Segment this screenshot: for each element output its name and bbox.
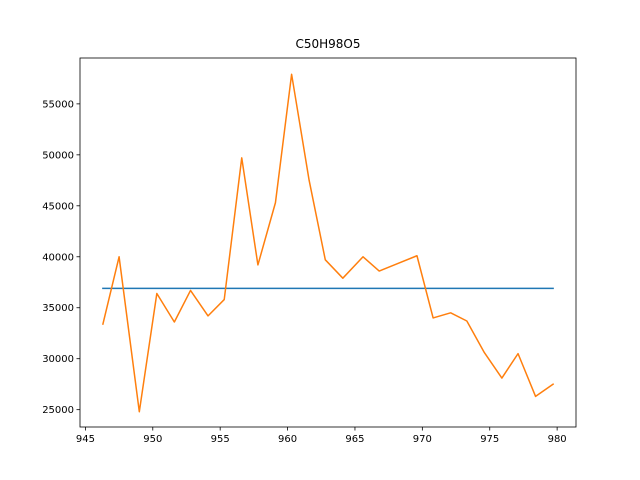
x-tick-label: 970 — [413, 434, 432, 445]
plot-frame — [79, 57, 577, 428]
y-tick-label: 40000 — [42, 252, 74, 263]
y-tick-label: 55000 — [42, 99, 74, 110]
x-tick-label: 955 — [211, 434, 230, 445]
y-axis: 25000 30000 35000 40000 45000 50000 55000 — [42, 99, 80, 416]
y-tick-label: 35000 — [42, 303, 74, 314]
x-tick-label: 950 — [143, 434, 162, 445]
y-tick-label: 30000 — [42, 354, 74, 365]
x-tick-label: 975 — [480, 434, 499, 445]
x-tick-label: 980 — [548, 434, 567, 445]
x-tick-label: 960 — [278, 434, 297, 445]
series-layer — [102, 73, 555, 413]
y-tick-label: 50000 — [42, 150, 74, 161]
y-tick-label: 25000 — [42, 405, 74, 416]
x-tick-label: 945 — [76, 434, 95, 445]
chart-title: C50H98O5 — [295, 37, 360, 51]
series-line-2 — [102, 73, 555, 413]
x-axis: 945 950 955 960 965 970 975 980 — [76, 427, 567, 445]
y-tick-label: 45000 — [42, 201, 74, 212]
x-tick-label: 965 — [345, 434, 364, 445]
